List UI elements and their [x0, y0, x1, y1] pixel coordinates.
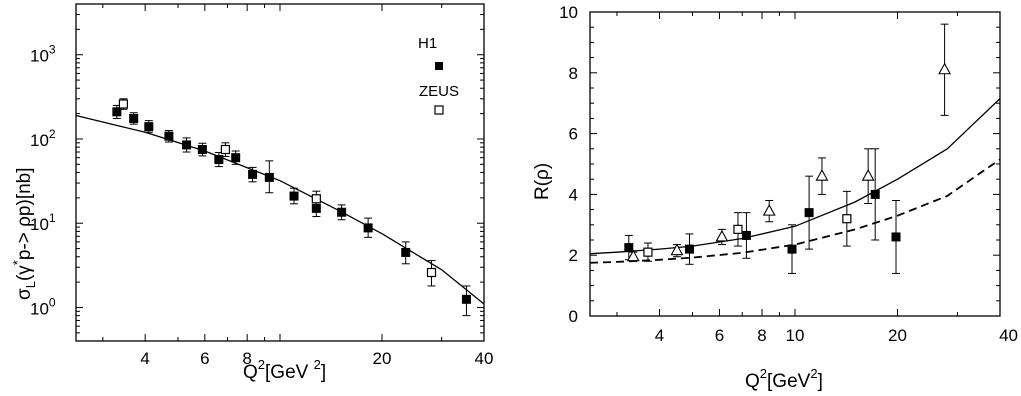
- left-y-tick-label: 100: [30, 295, 56, 318]
- right-solid-curve: [589, 98, 1001, 255]
- right-x-tick-label: 40: [999, 326, 1018, 345]
- right-y-tick-label: 4: [569, 185, 578, 204]
- left-plot-frame: [75, 3, 485, 342]
- left-solid-curve: [75, 114, 485, 305]
- right-x-axis-label: Q2[GeV2]: [745, 366, 823, 392]
- left-legend: H1 ZEUS: [418, 35, 459, 115]
- right-point-filled-square: [741, 230, 751, 240]
- left-point-filled-square: [461, 294, 471, 304]
- right-y-tick-label: 10: [559, 3, 578, 22]
- right-point-open-triangle: [715, 229, 729, 242]
- left-point-filled-square: [363, 223, 373, 233]
- right-point-filled-square: [787, 244, 797, 254]
- left-point-filled-square: [311, 203, 321, 213]
- left-y-tick-label: 103: [30, 43, 56, 66]
- left-axis-ticks: 100 101 102 103 4 6 8 20 40: [30, 3, 494, 368]
- right-x-tick-label: 6: [715, 326, 724, 345]
- right-y-tick-label: 0: [569, 307, 578, 326]
- left-point-filled-square: [337, 207, 347, 217]
- legend-label-zeus: ZEUS: [419, 83, 459, 100]
- left-y-tick-label: 101: [30, 211, 56, 234]
- left-point-filled-square: [214, 155, 224, 165]
- left-point-filled-square: [144, 122, 154, 132]
- left-y-tick-label: 102: [30, 127, 56, 150]
- left-point-filled-square: [248, 169, 258, 179]
- left-chart: 100 101 102 103 4 6 8 20 40 H1 ZEUS Q2[GeV 2] σL…: [10, 3, 494, 383]
- right-point-open-triangle: [815, 169, 829, 181]
- right-chart: 0 2 4 6 8 10 4 6 8 10 20 40 Q2[GeV2] R(ρ): [532, 3, 1018, 392]
- left-x-tick-label: 20: [373, 349, 392, 368]
- right-plot-frame: [589, 11, 1001, 317]
- legend-label-h1: H1: [418, 35, 437, 52]
- right-point-open-triangle: [938, 62, 952, 75]
- left-x-tick-label: 4: [140, 349, 149, 368]
- right-point-open-triangle: [670, 243, 684, 256]
- legend-marker-h1: [435, 62, 443, 70]
- left-point-filled-square: [264, 172, 274, 182]
- right-y-tick-label: 2: [569, 246, 578, 265]
- right-x-tick-label: 10: [786, 326, 805, 345]
- right-y-axis-label: R(ρ): [532, 163, 553, 200]
- right-x-tick-label: 4: [655, 326, 664, 345]
- right-point-filled-square: [870, 189, 880, 199]
- left-point-open-square: [311, 194, 321, 204]
- left-x-tick-label: 6: [200, 349, 209, 368]
- right-axis-ticks: 0 2 4 6 8 10 4 6 8 10 20 40: [559, 3, 1018, 345]
- left-point-open-square: [118, 99, 128, 109]
- right-y-tick-label: 6: [569, 125, 578, 144]
- right-point-filled-square: [685, 244, 695, 254]
- left-x-axis-label: Q2[GeV 2]: [243, 357, 326, 383]
- right-x-tick-label: 8: [757, 326, 766, 345]
- left-point-filled-square: [164, 131, 174, 141]
- right-fit-lines: [589, 98, 1001, 264]
- right-y-tick-label: 8: [569, 64, 578, 83]
- left-y-axis-label: σL(γ*p-> ρp)[nb]: [10, 167, 38, 300]
- left-fit-lines: [75, 114, 485, 305]
- left-point-filled-square: [112, 107, 122, 117]
- left-point-filled-square: [401, 247, 411, 257]
- right-point-open-triangle: [861, 169, 875, 181]
- left-point-filled-square: [289, 191, 299, 201]
- left-point-filled-square: [231, 153, 241, 163]
- right-point-open-square: [842, 214, 852, 224]
- right-point-open-square: [733, 224, 743, 234]
- right-point-filled-square: [891, 232, 901, 242]
- right-point-filled-square: [624, 243, 634, 253]
- right-data-points: [624, 23, 952, 274]
- left-x-tick-label: 8: [242, 349, 251, 368]
- left-point-filled-square: [129, 113, 139, 123]
- right-point-filled-square: [804, 208, 814, 218]
- left-point-open-square: [426, 267, 437, 278]
- right-point-open-square: [643, 247, 653, 257]
- right-dashed-curve: [589, 158, 1001, 264]
- right-point-open-triangle: [626, 249, 640, 262]
- legend-marker-zeus: [434, 105, 444, 115]
- left-data-points: [112, 98, 471, 317]
- left-point-open-square: [220, 144, 230, 155]
- left-point-filled-square: [182, 140, 192, 150]
- left-point-filled-square: [197, 144, 207, 154]
- right-x-tick-label: 20: [888, 326, 907, 345]
- right-point-open-triangle: [762, 203, 776, 216]
- left-x-tick-label: 40: [475, 349, 494, 368]
